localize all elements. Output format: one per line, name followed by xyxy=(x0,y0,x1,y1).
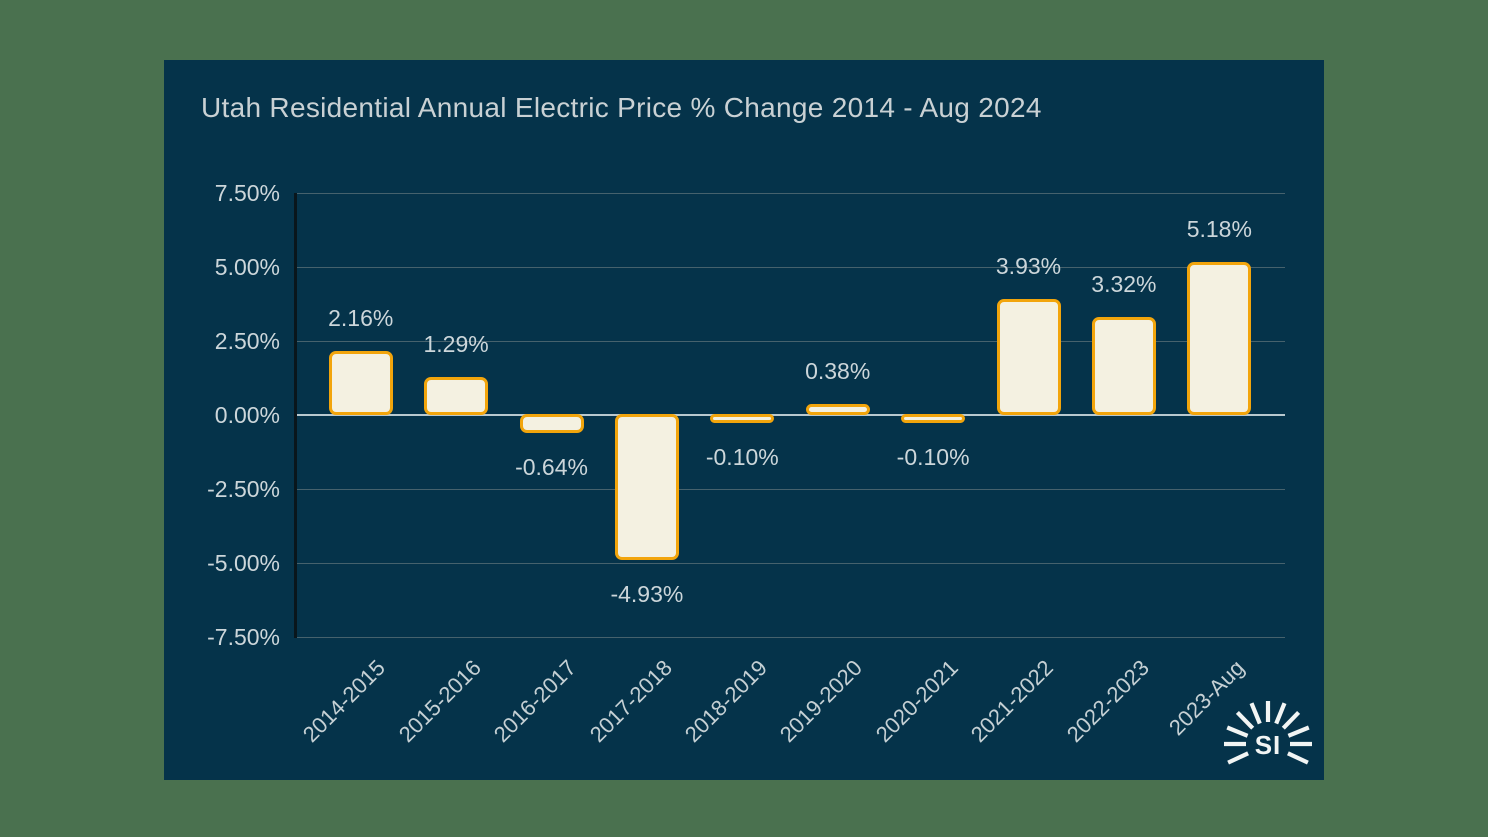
sunburst-rays-icon xyxy=(1224,701,1312,765)
gridline xyxy=(295,637,1285,638)
x-axis-tick-label: 2016-2017 xyxy=(489,655,582,748)
bar-value-label: 3.32% xyxy=(1091,271,1157,297)
bar-value-label: 0.38% xyxy=(805,358,871,384)
bar xyxy=(519,414,584,433)
plot-area: 7.50% 5.00% 2.50% 0.00% -2.50% -5.00% -7.50% 2.… xyxy=(207,180,1285,747)
y-axis-tick-label: 7.50% xyxy=(214,180,280,206)
chart-panel: Utah Residential Annual Electric Price %… xyxy=(164,60,1324,780)
y-axis-tick-label: 5.00% xyxy=(214,254,280,280)
gridline xyxy=(295,563,1285,564)
bar xyxy=(710,414,775,423)
y-axis-tick-label: -5.00% xyxy=(207,550,280,576)
si-sunburst-logo: SI xyxy=(1224,701,1312,765)
bar-value-label: 2.16% xyxy=(328,305,394,331)
bar xyxy=(805,404,870,415)
zero-gridline xyxy=(295,414,1285,416)
y-axis-tick-label: -2.50% xyxy=(207,476,280,502)
bar xyxy=(614,414,679,560)
bar-value-label: 1.29% xyxy=(423,331,489,357)
logo-text: SI xyxy=(1255,730,1282,760)
chart-title: Utah Residential Annual Electric Price %… xyxy=(201,92,1042,123)
bar-value-label: -0.10% xyxy=(896,444,970,470)
y-axis-line xyxy=(294,193,297,638)
x-axis-tick-label: 2021-2022 xyxy=(966,655,1059,748)
bar xyxy=(901,414,966,423)
bar xyxy=(1091,317,1156,415)
x-axis-tick-label: 2014-2015 xyxy=(298,655,391,748)
y-axis-tick-label: -7.50% xyxy=(207,624,280,650)
bar-value-label: 5.18% xyxy=(1186,216,1252,242)
bar xyxy=(424,377,489,415)
bar xyxy=(996,299,1061,415)
bar-value-label: -0.10% xyxy=(705,444,779,470)
bar-value-label: -4.93% xyxy=(610,581,684,607)
bar xyxy=(1187,262,1252,415)
x-axis-tick-label: 2022-2023 xyxy=(1061,655,1154,748)
bar-value-label: 3.93% xyxy=(995,253,1062,279)
bar-value-label: -0.64% xyxy=(515,454,588,480)
x-axis-tick-label: 2019-2020 xyxy=(775,655,868,748)
gridline xyxy=(295,267,1285,268)
x-axis-tick-label: 2017-2018 xyxy=(584,655,677,748)
x-axis-tick-label: 2015-2016 xyxy=(393,655,486,748)
gridline xyxy=(295,341,1285,342)
y-axis-tick-label: 0.00% xyxy=(214,402,280,428)
gridline xyxy=(295,489,1285,490)
y-axis-tick-label: 2.50% xyxy=(214,328,280,354)
x-axis-tick-label: 2020-2021 xyxy=(870,655,963,748)
bar xyxy=(328,351,393,415)
gridline xyxy=(295,193,1285,194)
x-axis-tick-label: 2018-2019 xyxy=(679,655,772,748)
